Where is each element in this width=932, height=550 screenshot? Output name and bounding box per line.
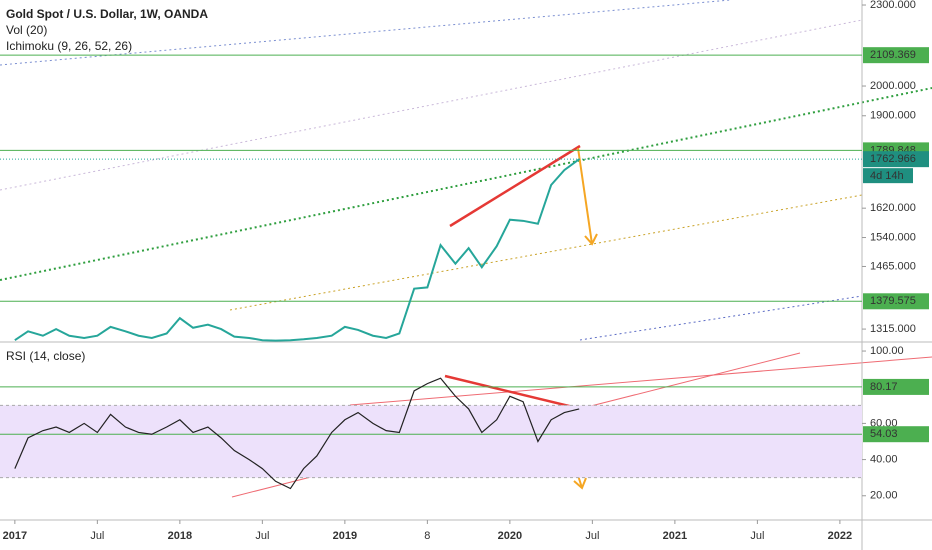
series-line — [14, 158, 580, 342]
countdown-tag — [863, 168, 913, 184]
countdown-label: 4d 14h — [870, 170, 904, 182]
indicator-label: Ichimoku (9, 26, 52, 26) — [6, 39, 132, 53]
trend-line — [0, 0, 731, 66]
arrow-head — [573, 477, 587, 490]
y-tick-label: 1315.000 — [870, 323, 916, 335]
y-tick-label: 1540.000 — [870, 231, 916, 243]
arrow — [577, 147, 593, 245]
chart-title: Gold Spot / U.S. Dollar, 1W, OANDA — [6, 7, 208, 21]
y-tick-label: 2300.000 — [870, 0, 916, 11]
x-tick-label: Jul — [750, 530, 764, 542]
x-tick-label: 8 — [424, 530, 430, 542]
indicator-label: RSI (14, close) — [6, 349, 85, 363]
y-tick-label: 40.00 — [870, 453, 898, 465]
x-tick-label: Jul — [90, 530, 104, 542]
indicator-label: Vol (20) — [6, 23, 47, 37]
y-tick-label: 20.00 — [870, 490, 898, 502]
x-tick-label: 2021 — [663, 530, 687, 542]
x-tick-label: 2018 — [168, 530, 192, 542]
y-tick-label: 2000.000 — [870, 80, 916, 92]
x-tick-label: 2022 — [828, 530, 852, 542]
x-tick-label: 2020 — [498, 530, 522, 542]
trend-line — [229, 194, 863, 311]
level-tag — [863, 426, 929, 443]
plot — [0, 54, 862, 342]
level-tag — [863, 47, 929, 64]
trend-line — [349, 356, 932, 406]
level-tag — [863, 293, 929, 310]
y-tick-label: 1900.000 — [870, 110, 916, 122]
arrow-head — [584, 233, 598, 246]
trend-line — [0, 87, 932, 281]
x-tick-label: Jul — [585, 530, 599, 542]
level-label: 80.17 — [870, 381, 898, 393]
y-tick-label: 1620.000 — [870, 202, 916, 214]
level-label: 2109.369 — [870, 49, 916, 61]
level-label: 54.03 — [870, 428, 898, 440]
level-tag — [863, 378, 929, 395]
level-label: 1379.575 — [870, 295, 916, 307]
plot — [0, 377, 862, 490]
price-tag — [863, 151, 929, 168]
price-label: 1762.966 — [870, 153, 916, 165]
rsi-band — [0, 405, 862, 478]
trend-line — [0, 19, 863, 191]
y-tick-label: 1465.000 — [870, 260, 916, 272]
y-tick-label: 100.00 — [870, 345, 904, 357]
x-tick-label: 2019 — [333, 530, 357, 542]
x-tick-label: 2017 — [3, 530, 27, 542]
x-tick-label: Jul — [255, 530, 269, 542]
series-line — [14, 377, 580, 490]
